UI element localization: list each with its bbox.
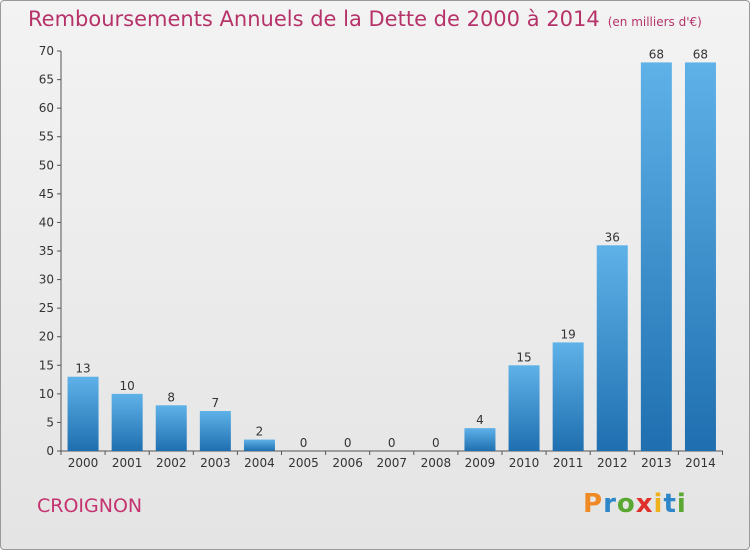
brand-letter: P — [583, 489, 604, 519]
chart-unit: (en milliers d'€) — [607, 15, 702, 29]
brand-letter: i — [653, 489, 664, 519]
x-tick-label: 2008 — [421, 456, 452, 470]
data-label: 0 — [388, 436, 396, 450]
commune-name: CROIGNON — [37, 495, 143, 517]
y-tick-label: 50 — [39, 158, 54, 172]
y-tick-label: 20 — [39, 330, 54, 344]
x-tick-label: 2004 — [244, 456, 275, 470]
x-tick-label: 2000 — [68, 456, 99, 470]
data-label: 13 — [75, 362, 90, 376]
data-label: 4 — [476, 413, 484, 427]
chart-title: Remboursements Annuels de la Dette de 20… — [28, 7, 702, 31]
brand-letter: x — [635, 489, 654, 519]
brand-letter: r — [603, 489, 617, 519]
x-tick-label: 2013 — [641, 456, 672, 470]
y-tick-label: 55 — [39, 130, 54, 144]
data-label: 68 — [649, 47, 664, 61]
x-tick-label: 2006 — [332, 456, 363, 470]
data-label: 8 — [167, 390, 175, 404]
chart-title-text: Remboursements Annuels de la Dette de 20… — [28, 7, 600, 31]
x-tick-label: 2010 — [509, 456, 540, 470]
data-label: 0 — [432, 436, 440, 450]
bar-2003 — [199, 411, 231, 451]
x-tick-label: 2011 — [553, 456, 584, 470]
bar-2011 — [552, 342, 584, 451]
bar-2000 — [67, 376, 99, 451]
x-tick-label: 2014 — [685, 456, 716, 470]
x-tick-label: 2003 — [200, 456, 231, 470]
bar-2001 — [111, 393, 143, 451]
data-label: 68 — [693, 47, 708, 61]
data-label: 7 — [212, 396, 220, 410]
y-tick-label: 65 — [39, 73, 54, 87]
bar-2004 — [243, 439, 275, 451]
x-tick-label: 2009 — [465, 456, 496, 470]
bar-2014 — [684, 62, 716, 452]
y-tick-label: 70 — [39, 44, 54, 58]
bar-2010 — [508, 365, 540, 451]
data-label: 0 — [344, 436, 352, 450]
x-tick-label: 2012 — [597, 456, 628, 470]
x-tick-label: 2007 — [376, 456, 407, 470]
y-tick-label: 0 — [46, 444, 54, 458]
brand-letter: i — [676, 489, 687, 519]
x-tick-label: 2002 — [156, 456, 187, 470]
y-tick-label: 40 — [39, 215, 54, 229]
y-tick-label: 30 — [39, 273, 54, 287]
proxiti-logo: Proxiti — [583, 489, 687, 519]
bar-2012 — [596, 245, 628, 451]
y-tick-label: 35 — [39, 244, 54, 258]
y-tick-label: 15 — [39, 358, 54, 372]
data-label: 10 — [120, 379, 135, 393]
y-tick-label: 25 — [39, 301, 54, 315]
data-label: 15 — [516, 350, 531, 364]
bar-2013 — [640, 62, 672, 452]
y-tick-label: 10 — [39, 387, 54, 401]
data-label: 2 — [256, 425, 264, 439]
data-label: 36 — [605, 230, 620, 244]
data-label: 0 — [300, 436, 308, 450]
y-tick-label: 5 — [46, 415, 54, 429]
x-tick-label: 2005 — [288, 456, 319, 470]
y-tick-label: 60 — [39, 101, 54, 115]
bar-2002 — [155, 405, 187, 451]
x-tick-label: 2001 — [112, 456, 143, 470]
brand-letter: o — [616, 489, 636, 519]
brand-letter: t — [663, 489, 677, 519]
bar-2009 — [464, 428, 496, 451]
data-label: 19 — [561, 327, 576, 341]
y-tick-label: 45 — [39, 187, 54, 201]
